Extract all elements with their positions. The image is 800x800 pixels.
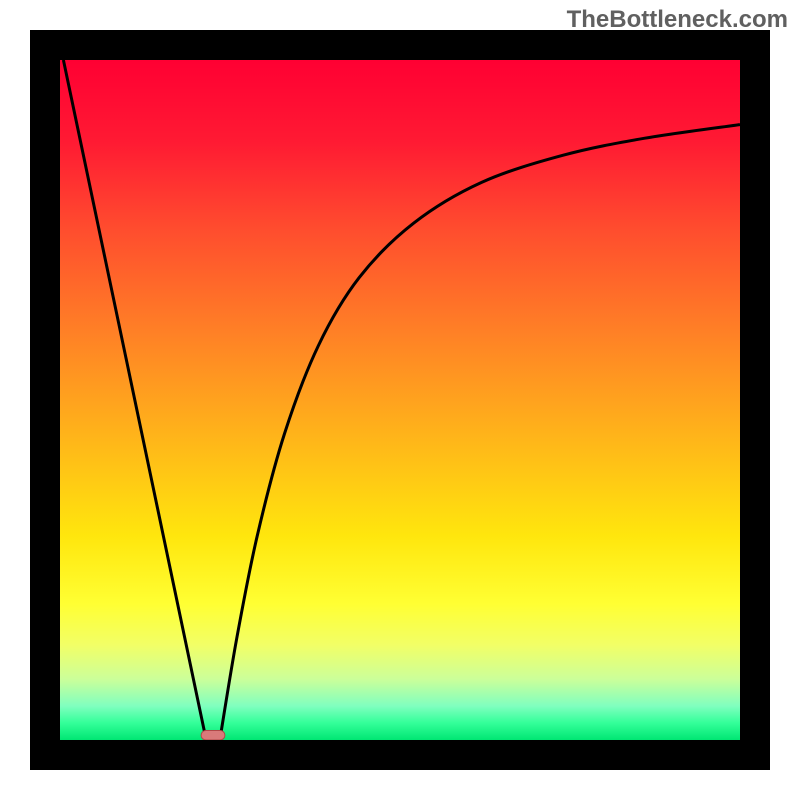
gradient-background xyxy=(60,60,740,740)
watermark-text: TheBottleneck.com xyxy=(567,6,788,34)
chart-container: TheBottleneck.com xyxy=(0,0,800,800)
minimum-marker xyxy=(201,730,225,740)
chart-svg xyxy=(0,0,800,800)
